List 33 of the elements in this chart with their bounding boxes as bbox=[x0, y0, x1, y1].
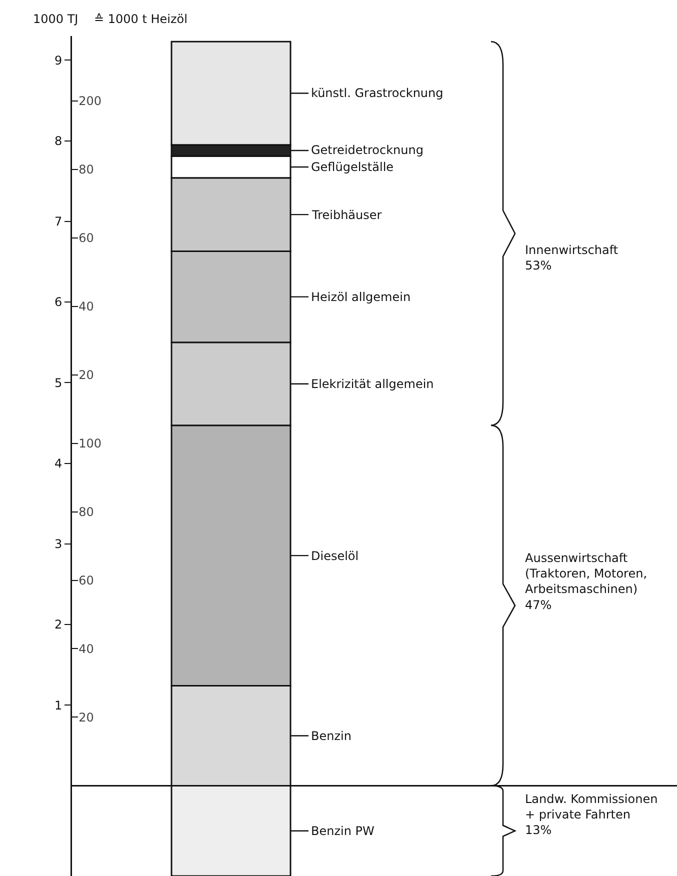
y2-axis-title: ≙ 1000 t Heizöl bbox=[94, 12, 188, 26]
y3-tick-label: 60 bbox=[78, 231, 94, 246]
y-tick-label: 8 bbox=[54, 134, 62, 148]
legend-label: Geflügelställe bbox=[311, 160, 394, 174]
y2-tick-label: 20 bbox=[78, 710, 94, 724]
legend-label: Getreidetrocknung bbox=[311, 143, 424, 157]
y-axis-title: 1000 TJ bbox=[33, 12, 78, 26]
y2-tick-label: 60 bbox=[78, 573, 94, 588]
y3-tick-label: 40 bbox=[78, 300, 94, 314]
y2-tick-label: 200 bbox=[78, 94, 102, 108]
annotation: Landw. Kommissionen + private Fahrten 13% bbox=[525, 792, 658, 838]
y-tick-label: 9 bbox=[54, 53, 62, 68]
y-tick-label: 1 bbox=[54, 698, 62, 712]
y-tick-label: 7 bbox=[54, 214, 62, 229]
y-tick-label: 2 bbox=[54, 618, 62, 632]
y-tick-label: 4 bbox=[54, 456, 62, 470]
y3-tick-label: 80 bbox=[78, 162, 94, 177]
legend-label: Heizöl allgemein bbox=[311, 290, 411, 304]
legend-label: künstl. Grastrocknung bbox=[311, 86, 444, 100]
y-tick-label: 5 bbox=[54, 376, 62, 390]
y2-tick-label: 40 bbox=[78, 642, 94, 656]
y-tick-label: 3 bbox=[54, 537, 62, 552]
y3-tick-label: 20 bbox=[78, 368, 94, 382]
legend-label: Dieselöl bbox=[311, 549, 359, 563]
legend-label: Benzin bbox=[311, 729, 352, 743]
legend-label: Treibhäuser bbox=[311, 208, 382, 222]
annotation: Aussenwirtschaft (Traktoren, Motoren, Arbeitsmaschinen) 47% bbox=[525, 551, 648, 612]
annotation: Innenwirtschaft 53% bbox=[525, 243, 618, 273]
legend-label: Elekrizität allgemein bbox=[311, 377, 434, 391]
legend-label: Benzin PW bbox=[311, 824, 375, 838]
y2-tick-label: 80 bbox=[78, 504, 94, 519]
y2-tick-label: 100 bbox=[78, 436, 102, 451]
y-tick-label: 6 bbox=[54, 295, 62, 310]
